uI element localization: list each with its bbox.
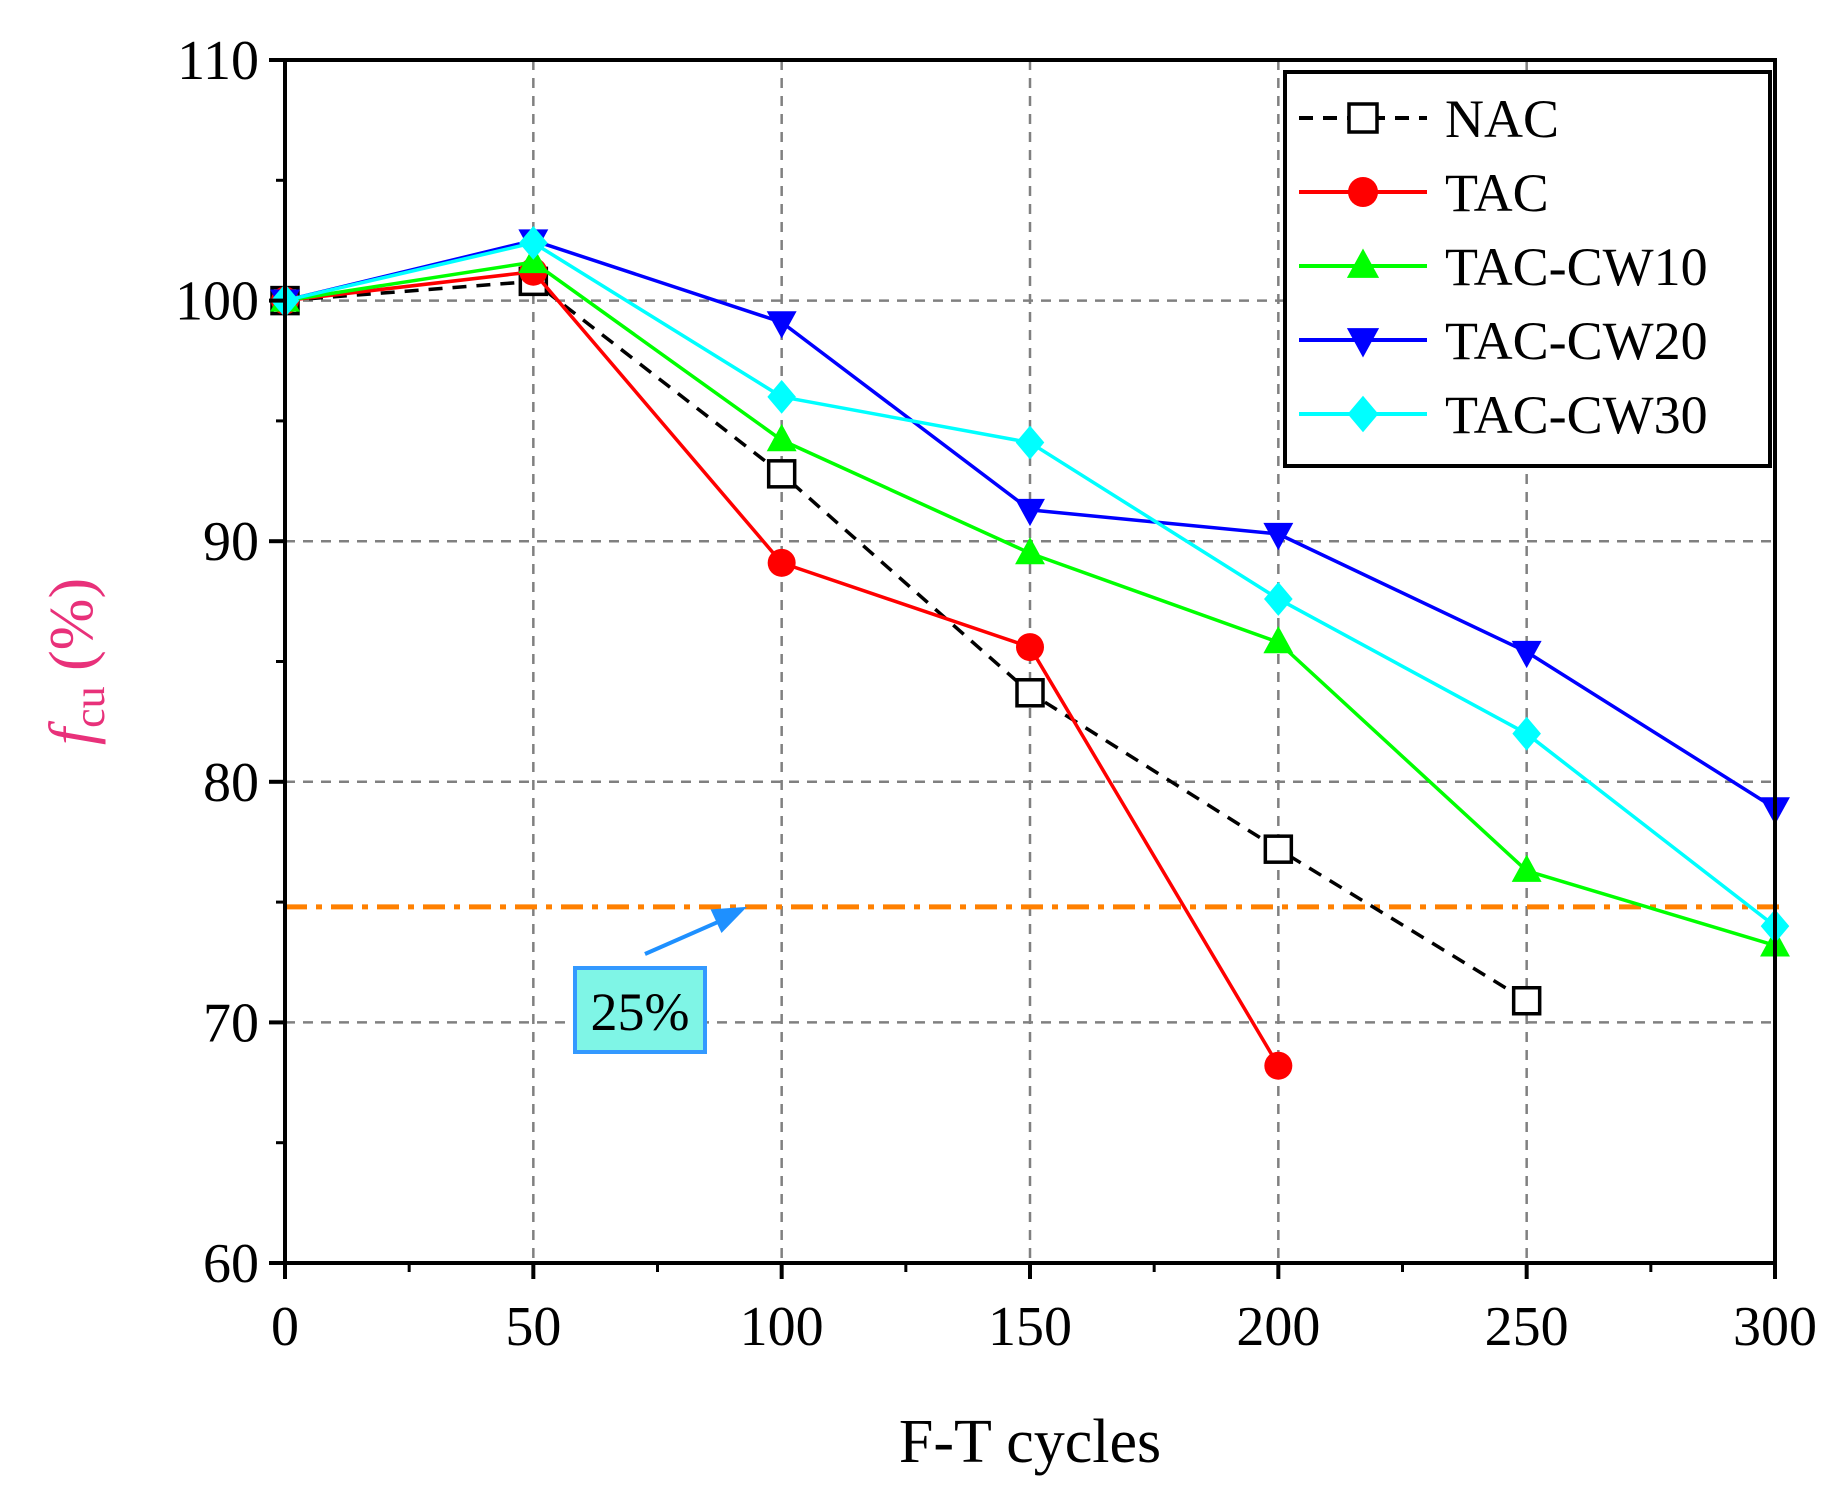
series-marker [1263,522,1294,551]
legend-item-tac-cw20: TAC-CW20 [1299,311,1708,371]
legend-label: TAC-CW20 [1445,311,1708,371]
series-marker [767,379,796,414]
series-marker [1347,395,1379,433]
y-tick-label: 60 [203,1233,259,1295]
y-tick-label: 110 [177,30,259,92]
series-line [284,279,1528,1003]
series-marker [519,225,548,260]
x-tick-label: 50 [505,1296,561,1358]
series-marker [1263,834,1294,864]
legend-label: NAC [1445,89,1559,149]
x-tick-label: 100 [740,1296,824,1358]
annotation-arrow-shaft [644,917,726,956]
series-marker [1016,633,1044,662]
ticks: 0 50 100 150 200 250 300 60 70 80 90 100 110 [175,30,1817,1358]
series-tac-cw10 [270,245,1790,957]
legend-item-tac: TAC [1299,163,1549,223]
series-marker [766,459,797,489]
y-tick-label: 100 [175,271,259,333]
series-marker [1511,640,1542,669]
series-tac-cw30 [270,225,1790,944]
series-marker [1511,985,1542,1016]
series-marker [1015,425,1045,460]
x-tick-label: 0 [271,1296,299,1358]
legend-item-tac-cw30: TAC-CW30 [1299,385,1708,445]
series-marker [1512,716,1541,751]
legend-label: TAC-CW30 [1445,385,1708,445]
annotation-text: 25% [591,982,690,1042]
series-marker [1346,328,1380,358]
x-axis-label: F-T cycles [899,1408,1161,1476]
series-marker [1015,498,1045,527]
legend-item-tac-cw10: TAC-CW10 [1299,237,1708,297]
annotation-arrow-head [710,906,747,933]
series-marker [767,548,796,577]
series-marker [1511,854,1542,882]
legend: NAC TAC TAC-CW10 TAC-CW20 TAC-CW30 [1283,70,1772,468]
legend-item-nac: NAC [1299,89,1559,149]
series-marker [1347,102,1379,134]
annotation: 25% [573,906,747,1054]
series-marker [766,423,797,452]
series-marker [1264,582,1293,616]
y-axis-label-unit: (%) [38,578,106,686]
series-marker [766,311,797,339]
legend-label: TAC [1445,163,1549,223]
annotation-box [573,966,707,1054]
series-marker [1015,536,1045,565]
x-tick-label: 150 [988,1296,1072,1358]
x-tick-label: 200 [1236,1296,1320,1358]
y-tick-label: 70 [203,992,259,1054]
series-marker [1015,678,1045,708]
series-marker [1348,177,1378,207]
series-marker [1264,1051,1293,1080]
x-tick-label: 300 [1733,1296,1817,1358]
y-tick-label: 80 [203,752,259,814]
series-marker [1263,626,1294,654]
y-tick-label: 90 [203,511,259,573]
y-axis-label-sub: cu [65,686,114,728]
x-tick-label: 250 [1485,1296,1569,1358]
legend-label: TAC-CW10 [1445,237,1708,297]
series-marker [1346,248,1380,278]
series-group [270,225,1790,1080]
y-axis-label: fcu (%) [38,578,114,745]
